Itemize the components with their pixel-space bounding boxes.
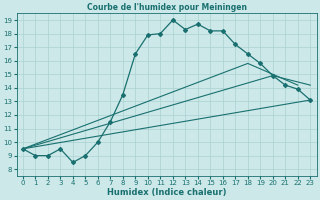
Title: Courbe de l'humidex pour Meiningen: Courbe de l'humidex pour Meiningen xyxy=(87,3,247,12)
X-axis label: Humidex (Indice chaleur): Humidex (Indice chaleur) xyxy=(107,188,226,197)
